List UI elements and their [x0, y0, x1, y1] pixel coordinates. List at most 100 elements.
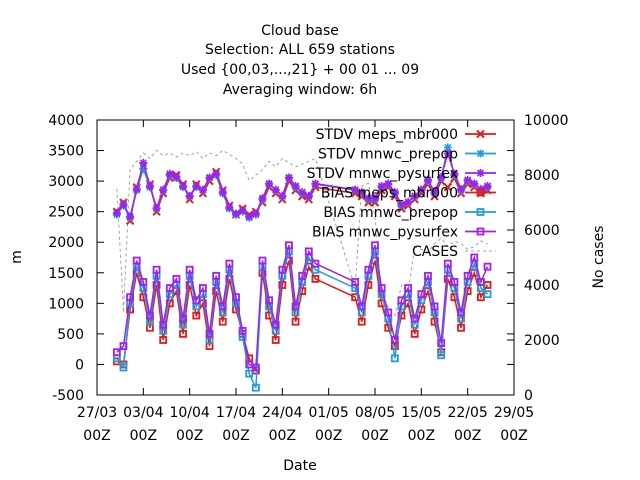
data-point-star [179, 182, 188, 190]
data-point-square [238, 326, 247, 335]
data-point-square [179, 329, 187, 338]
series-layer [112, 143, 492, 392]
data-point-star [390, 188, 399, 197]
data-point-star [238, 206, 247, 215]
data-point-square [311, 259, 320, 268]
data-point-square [410, 329, 419, 338]
data-point-star [284, 173, 293, 182]
legend-label: BIAS mnwc_prepop [323, 205, 458, 221]
data-point-square [364, 265, 373, 274]
data-point-square [437, 351, 446, 360]
data-point-star [476, 149, 485, 158]
data-point-square [298, 271, 307, 280]
data-point-star [192, 182, 201, 190]
series-line [116, 149, 488, 317]
data-point-square [443, 259, 452, 268]
data-point-star [205, 173, 214, 182]
data-point-square [450, 278, 459, 286]
data-point-square [112, 348, 121, 357]
y-tick-label: 3000 [48, 174, 84, 190]
data-point-square [384, 308, 393, 317]
x-tick-label-date: 29/05 [494, 405, 534, 421]
data-point-square [159, 320, 168, 329]
data-point-square [483, 262, 492, 271]
data-point-square [351, 278, 360, 286]
data-point-square [152, 281, 161, 289]
data-point-square [278, 265, 287, 274]
data-point-star [271, 185, 280, 194]
data-point-square [410, 314, 419, 323]
data-point-star [357, 188, 366, 197]
data-point-square [225, 259, 234, 268]
data-point-square [139, 278, 148, 286]
x-tick-label-date: 15/05 [401, 405, 441, 421]
y-axis-left: -500 0 500 1000 1500 2000 2500 3000 3500 4000 [48, 113, 514, 404]
data-point-star [450, 169, 459, 178]
data-point-square [218, 302, 227, 311]
x-tick-label-hour: 00Z [83, 428, 110, 444]
data-point-square [199, 284, 207, 292]
title-line-3: Used {00,03,...,21} + 00 01 ... 09 [181, 62, 419, 78]
y2-tick-label: 2000 [524, 333, 560, 349]
x-tick-label-hour: 00Z [500, 428, 527, 444]
data-point-star [397, 200, 406, 209]
data-point-star [364, 194, 373, 203]
y2-axis-label: No cases [591, 226, 607, 289]
data-point-square [212, 271, 221, 280]
data-point-square [311, 274, 320, 283]
x-tick-label-date: 08/05 [355, 405, 395, 421]
data-point-square [159, 336, 168, 344]
title-line-1: Cloud base [261, 23, 339, 39]
data-point-square [271, 336, 280, 344]
series-bias-mnwc-pysurfex [112, 241, 492, 372]
data-point-square [470, 253, 479, 262]
data-point-square [430, 302, 439, 311]
data-point-star [384, 179, 393, 188]
data-point-square [476, 227, 485, 236]
data-point-star [265, 179, 274, 188]
legend-label: CASES [412, 244, 458, 260]
data-point-square [165, 284, 174, 292]
data-point-square [251, 383, 260, 392]
y2-tick-label: 4000 [524, 278, 560, 294]
x-axis-label: Date [283, 458, 316, 474]
x-tick-label-date: 17/04 [216, 405, 256, 421]
data-point-square [483, 290, 492, 299]
data-point-square [457, 308, 465, 317]
data-point-star [470, 179, 479, 188]
data-point-star [457, 185, 466, 194]
data-point-square [390, 354, 399, 363]
data-point-square [463, 271, 472, 280]
data-point-star [212, 169, 221, 178]
data-point-square [218, 317, 227, 326]
data-point-square [119, 363, 128, 372]
data-point-square [172, 274, 181, 283]
title-line-2: Selection: ALL 659 stations [205, 42, 395, 58]
data-point-square [119, 342, 128, 351]
data-point-square [192, 311, 201, 320]
data-point-square [285, 241, 293, 250]
data-point-square [232, 293, 240, 302]
data-point-square [304, 247, 313, 256]
data-point-square [278, 281, 287, 289]
data-point-star [443, 149, 452, 158]
x-axis: 27/03 00Z 03/04 00Z 10/04 00Z 17/04 00Z 24/04 00Z… [77, 120, 534, 444]
x-tick-label-date: 01/05 [308, 405, 348, 421]
data-point-star [112, 208, 121, 217]
plot-frame [96, 119, 515, 396]
data-point-square [179, 314, 187, 323]
y-tick-label: -500 [52, 388, 84, 404]
legend-label: STDV mnwc_prepop [318, 147, 458, 163]
data-point-square [357, 302, 366, 311]
x-tick-label-date: 03/04 [123, 405, 163, 421]
y-tick-label: 3500 [48, 144, 84, 160]
y-tick-label: 2500 [48, 205, 84, 221]
y-tick-label: 1500 [48, 266, 84, 282]
x-tick-label-date: 22/05 [447, 405, 487, 421]
data-point-star [404, 197, 413, 206]
x-tick-label-hour: 00Z [408, 428, 435, 444]
data-point-square [357, 317, 366, 326]
data-point-square [185, 265, 194, 274]
